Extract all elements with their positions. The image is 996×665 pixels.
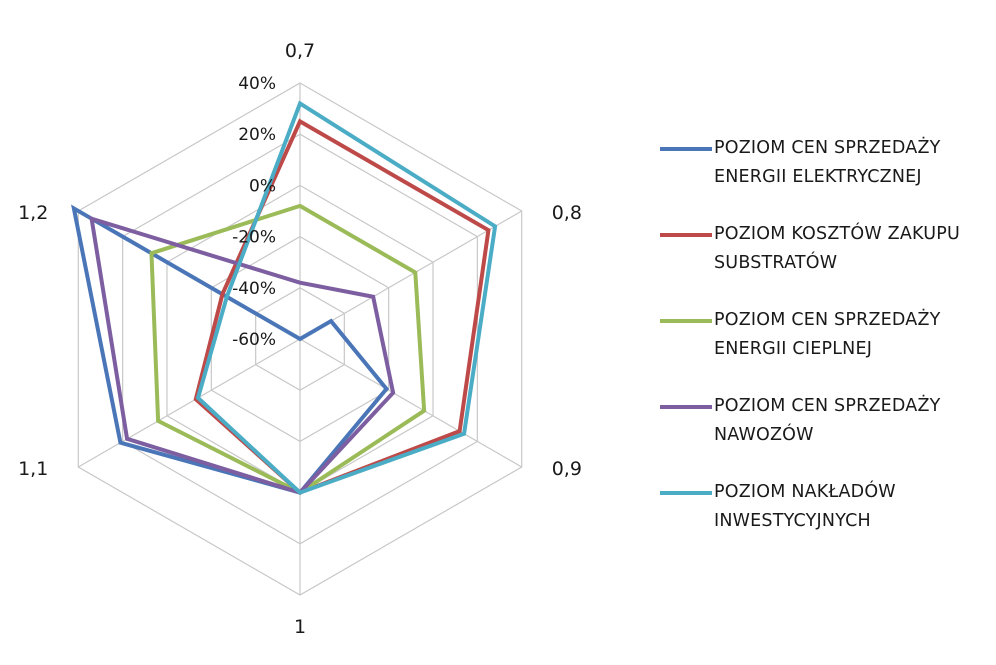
legend-item: POZIOM KOSZTÓW ZAKUPU SUBSTRATÓW bbox=[660, 220, 990, 278]
series-line-5 bbox=[195, 100, 498, 495]
grid-spoke bbox=[77, 338, 301, 468]
category-label: 1 bbox=[294, 616, 306, 638]
radial-tick-label: -20% bbox=[232, 228, 276, 248]
grid-spoke bbox=[299, 338, 523, 468]
legend-label: POZIOM NAKŁADÓW INWESTYCYJNYCH bbox=[714, 482, 896, 531]
legend-swatch bbox=[660, 147, 712, 151]
legend-label: POZIOM CEN SPRZEDAŻY ENERGII CIEPLNEJ bbox=[714, 310, 941, 359]
legend-item: POZIOM CEN SPRZEDAŻY ENERGII CIEPLNEJ bbox=[660, 306, 990, 364]
legend-item: POZIOM CEN SPRZEDAŻY ENERGII ELEKTRYCZNE… bbox=[660, 134, 990, 192]
radial-tick-label: -40% bbox=[232, 279, 276, 299]
grid-spoke bbox=[299, 210, 523, 340]
legend-label: POZIOM CEN SPRZEDAŻY NAWOZÓW bbox=[714, 396, 941, 445]
category-label: 0,7 bbox=[285, 40, 315, 62]
radar-series bbox=[71, 100, 498, 495]
category-label: 0,8 bbox=[552, 202, 582, 224]
legend-label: POZIOM CEN SPRZEDAŻY ENERGII ELEKTRYCZNE… bbox=[714, 138, 941, 187]
radial-tick-label: 20% bbox=[238, 125, 276, 145]
legend-item: POZIOM NAKŁADÓW INWESTYCYJNYCH bbox=[660, 478, 990, 536]
legend-item: POZIOM CEN SPRZEDAŻY NAWOZÓW bbox=[660, 392, 990, 450]
radial-tick-label: 0% bbox=[249, 176, 276, 196]
category-labels: 0,7 0,8 0,9 1 1,1 1,2 bbox=[18, 40, 582, 638]
category-label: 1,1 bbox=[18, 458, 48, 480]
legend-swatch bbox=[660, 319, 712, 323]
category-label: 0,9 bbox=[552, 458, 582, 480]
radial-tick-label: 40% bbox=[238, 74, 276, 94]
chart-legend: POZIOM CEN SPRZEDAŻY ENERGII ELEKTRYCZNE… bbox=[660, 134, 990, 564]
legend-swatch bbox=[660, 405, 712, 409]
legend-swatch bbox=[660, 233, 712, 237]
legend-label: POZIOM KOSZTÓW ZAKUPU SUBSTRATÓW bbox=[714, 224, 960, 273]
radial-tick-labels: -60% -40% -20% 0% 20% 40% bbox=[232, 74, 276, 350]
category-label: 1,2 bbox=[18, 202, 48, 224]
legend-swatch bbox=[660, 491, 712, 495]
radial-tick-label: -60% bbox=[232, 330, 276, 350]
